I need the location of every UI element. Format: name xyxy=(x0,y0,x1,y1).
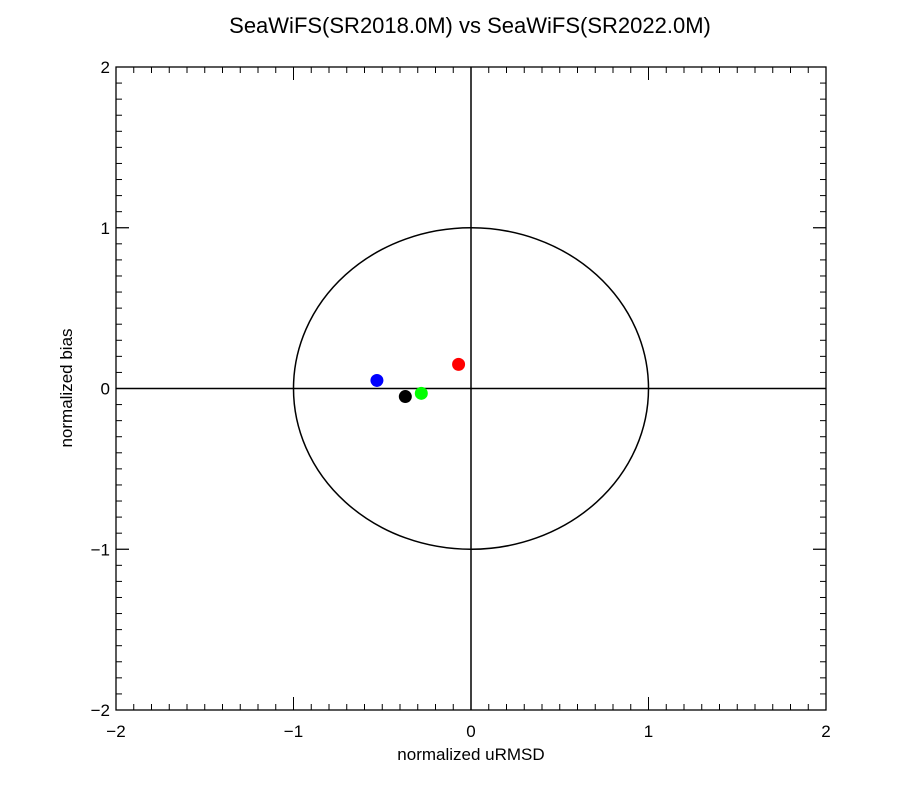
y-tick-label: −2 xyxy=(91,701,110,720)
plot-frame xyxy=(115,66,827,711)
data-point xyxy=(414,386,428,400)
y-tick-label: 1 xyxy=(101,219,110,238)
data-point xyxy=(452,357,466,371)
y-tick-label: 0 xyxy=(101,380,110,399)
x-tick-label: −1 xyxy=(284,722,303,741)
tick-labels: −2 −1 0 1 2 −2 −1 0 1 2 xyxy=(91,58,831,741)
reference-lines xyxy=(116,67,826,710)
y-tick-label: 2 xyxy=(101,58,110,77)
y-axis-label: normalized bias xyxy=(57,328,76,447)
y-tick-label: −1 xyxy=(91,540,110,559)
x-axis-label: normalized uRMSD xyxy=(397,745,544,764)
axis-ticks xyxy=(115,66,827,711)
data-point xyxy=(398,390,412,404)
x-tick-label: 1 xyxy=(644,722,653,741)
reference-circle xyxy=(292,227,650,550)
data-point xyxy=(370,373,384,387)
chart-title: SeaWiFS(SR2018.0M) vs SeaWiFS(SR2022.0M) xyxy=(229,13,711,38)
x-tick-label: 2 xyxy=(821,722,830,741)
x-tick-label: −2 xyxy=(106,722,125,741)
x-tick-label: 0 xyxy=(466,722,475,741)
data-points xyxy=(370,357,466,404)
